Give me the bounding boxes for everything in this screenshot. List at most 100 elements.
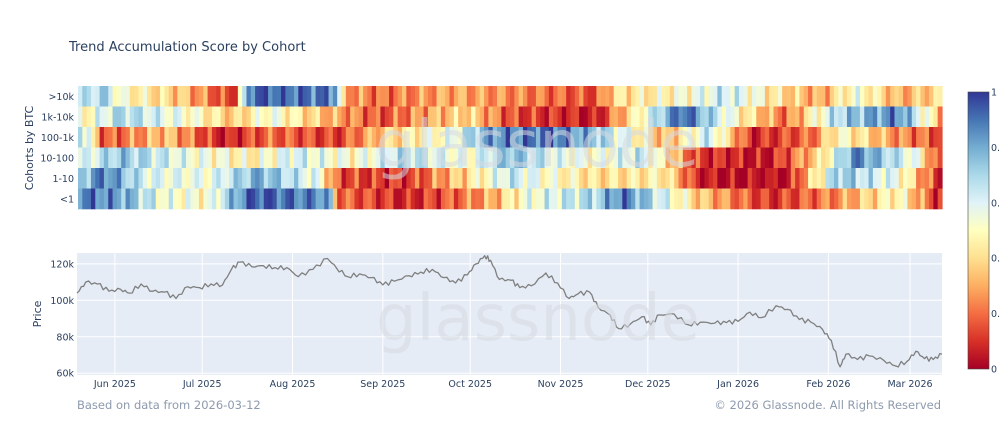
heatmap-cell bbox=[220, 168, 226, 189]
heatmap-cell bbox=[652, 106, 658, 128]
heatmap-row-label: <1 bbox=[60, 194, 74, 205]
heatmap-cell bbox=[907, 188, 913, 210]
heatmap-cell bbox=[665, 168, 671, 189]
heatmap-cell bbox=[121, 106, 127, 128]
colorbar: 0 0.2 0.4 0.6 0.8 1 bbox=[967, 88, 1000, 376]
heatmap-cell bbox=[281, 168, 286, 189]
heatmap-cell bbox=[393, 147, 399, 169]
heatmap-cell bbox=[527, 147, 533, 169]
heatmap-cell bbox=[384, 86, 390, 107]
heatmap-cell bbox=[933, 188, 939, 210]
heatmap-cell bbox=[229, 106, 235, 128]
heatmap-cell bbox=[678, 147, 684, 169]
heatmap-cell bbox=[440, 168, 446, 189]
heatmap-cell bbox=[116, 127, 122, 148]
heatmap-cell bbox=[458, 147, 464, 169]
heatmap-cell bbox=[700, 86, 705, 107]
heatmap-cell bbox=[605, 106, 610, 128]
heatmap-cell bbox=[708, 188, 714, 210]
heatmap-cell bbox=[164, 168, 170, 189]
heatmap-cell bbox=[609, 147, 615, 169]
heatmap-cell bbox=[168, 147, 174, 169]
heatmap-cell bbox=[151, 188, 157, 210]
heatmap-cell bbox=[652, 188, 658, 210]
heatmap-cell bbox=[272, 106, 278, 128]
heatmap-cell bbox=[462, 147, 468, 169]
heatmap-cell bbox=[363, 168, 369, 189]
heatmap-cell bbox=[337, 86, 343, 107]
heatmap-cell bbox=[160, 168, 165, 189]
heatmap-cell bbox=[717, 168, 723, 189]
heatmap-cell bbox=[233, 168, 239, 189]
heatmap-cell bbox=[622, 147, 628, 169]
heatmap-cell bbox=[872, 127, 878, 148]
heatmap-cell bbox=[393, 127, 399, 148]
heatmap-cell bbox=[203, 106, 209, 128]
heatmap-cell bbox=[890, 127, 896, 148]
heatmap-cell bbox=[527, 106, 533, 128]
heatmap-cell bbox=[211, 106, 217, 128]
price-x-tick-label: Jul 2025 bbox=[182, 379, 222, 390]
heatmap-cell bbox=[147, 86, 153, 107]
heatmap-cell bbox=[795, 106, 801, 128]
heatmap-cell bbox=[173, 168, 178, 189]
heatmap-cell bbox=[769, 147, 775, 169]
heatmap-cell bbox=[700, 168, 705, 189]
heatmap-cell bbox=[929, 127, 934, 148]
heatmap-cell bbox=[704, 147, 710, 169]
heatmap-cell bbox=[298, 106, 304, 128]
heatmap-cell bbox=[777, 127, 783, 148]
heatmap-cell bbox=[142, 86, 148, 107]
heatmap-cell bbox=[691, 106, 697, 128]
heatmap-cell bbox=[492, 106, 498, 128]
heatmap-cell bbox=[782, 127, 788, 148]
heatmap-cell bbox=[579, 147, 585, 169]
heatmap-cell bbox=[592, 106, 597, 128]
heatmap-cell bbox=[669, 188, 675, 210]
heatmap-cell bbox=[929, 147, 934, 169]
heatmap-cell bbox=[164, 106, 170, 128]
heatmap-cell bbox=[436, 86, 442, 107]
heatmap-cell bbox=[147, 106, 153, 128]
heatmap-cell bbox=[112, 86, 118, 107]
heatmap-cell bbox=[531, 147, 537, 169]
heatmap-cell bbox=[138, 168, 144, 189]
heatmap-cell bbox=[207, 188, 213, 210]
heatmap-cell bbox=[181, 168, 187, 189]
heatmap-cell bbox=[674, 106, 680, 128]
heatmap-cell bbox=[294, 106, 299, 128]
heatmap-cell bbox=[756, 106, 762, 128]
heatmap-cell bbox=[95, 147, 101, 169]
heatmap-cell bbox=[458, 86, 464, 107]
heatmap-cell bbox=[479, 147, 485, 169]
heatmap-cell bbox=[125, 188, 131, 210]
heatmap-cell bbox=[566, 106, 572, 128]
heatmap-cell bbox=[695, 86, 701, 107]
heatmap-cell bbox=[652, 86, 658, 107]
heatmap-cell bbox=[648, 86, 654, 107]
heatmap-cell bbox=[816, 188, 822, 210]
heatmap-cell bbox=[142, 106, 148, 128]
heatmap-cell bbox=[259, 168, 265, 189]
heatmap-cell bbox=[246, 127, 252, 148]
heatmap-cell bbox=[890, 188, 896, 210]
heatmap-cell bbox=[419, 86, 425, 107]
heatmap-cell bbox=[600, 127, 606, 148]
heatmap-cell bbox=[328, 168, 334, 189]
heatmap-cell bbox=[453, 188, 459, 210]
heatmap-cell bbox=[458, 127, 464, 148]
heatmap-cell bbox=[691, 168, 697, 189]
heatmap-cell bbox=[708, 168, 714, 189]
heatmap-cell bbox=[846, 127, 852, 148]
heatmap-cell bbox=[449, 127, 455, 148]
heatmap-cell bbox=[756, 168, 762, 189]
heatmap-cell bbox=[129, 86, 135, 107]
heatmap-cell bbox=[406, 168, 412, 189]
heatmap-cell bbox=[630, 106, 636, 128]
heatmap-cell bbox=[263, 168, 269, 189]
heatmap-cell bbox=[103, 86, 109, 107]
heatmap-cell bbox=[475, 106, 481, 128]
heatmap-cell bbox=[242, 106, 248, 128]
heatmap-cell bbox=[894, 127, 900, 148]
heatmap-cell bbox=[332, 147, 338, 169]
